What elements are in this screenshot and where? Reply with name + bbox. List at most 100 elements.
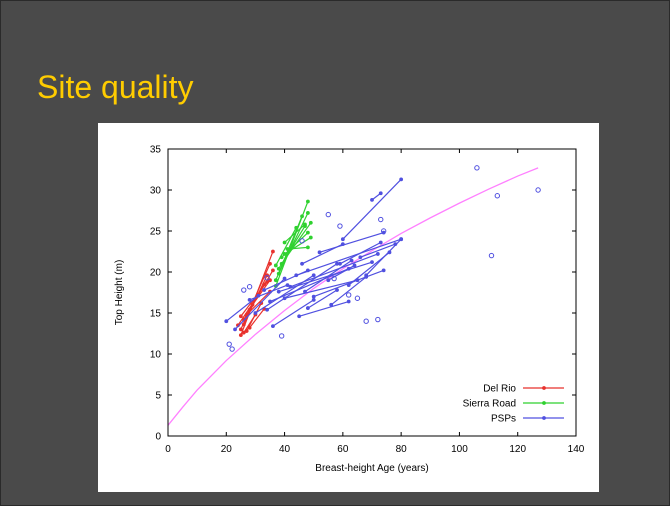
sierra-road-segment (275, 227, 297, 266)
psps-point (325, 211, 331, 218)
axes-layer (167, 148, 577, 437)
slide-title: Site quality (37, 69, 194, 105)
psps-point (378, 216, 384, 223)
x-tick-label: 140 (568, 444, 585, 455)
sierra-road-point (276, 271, 281, 276)
psps-point (346, 299, 351, 304)
psps-point (378, 240, 383, 245)
sierra-road-segment (278, 212, 309, 274)
sierra-road-point (282, 240, 287, 245)
psps-point (253, 311, 258, 315)
psps-point (494, 193, 501, 199)
psps-point (299, 238, 305, 244)
psps-point (317, 250, 322, 255)
sierra-road-segment (287, 246, 308, 250)
del-rio-point (271, 268, 275, 273)
del-rio-point (271, 249, 275, 254)
y-tick-label: 20 (150, 268, 162, 279)
psps-segment (263, 269, 309, 291)
del-rio-point (268, 261, 272, 266)
psps-segment (278, 261, 373, 293)
sierra-road-segment (284, 237, 312, 255)
psps-segment (304, 260, 352, 293)
psps-point (246, 284, 253, 290)
psps-point (345, 292, 352, 298)
psps-segment (234, 278, 286, 330)
scatter-chart: 0 20 40 60 80 100 120 140 0 5 10 15 20 25 30 35 Breast-… (114, 145, 585, 475)
psps-point (241, 287, 247, 293)
psps-point (335, 261, 339, 266)
series-psps (224, 165, 541, 352)
psps-segment (307, 289, 338, 309)
psps-point (335, 288, 339, 292)
sierra-road-point (305, 211, 310, 215)
x-tick-label: 100 (451, 444, 468, 455)
y-tick-label: 25 (150, 227, 162, 238)
y-tick-label: 0 (155, 432, 161, 443)
psps-point (358, 255, 363, 260)
series-sierra-road (273, 199, 313, 288)
psps-point (329, 302, 334, 307)
psps-point (262, 288, 267, 292)
x-tick-label: 0 (165, 444, 171, 455)
x-tick-label: 40 (279, 444, 291, 455)
sierra-road-point (294, 225, 299, 230)
psps-segment (327, 264, 355, 281)
legend-label: Sierra Road (463, 399, 516, 410)
fit-curve-layer (167, 167, 539, 426)
legend-marker (542, 416, 546, 420)
sierra-road-point (279, 261, 284, 266)
sierra-road-point (305, 230, 310, 235)
psps-point (285, 283, 290, 288)
psps-point (375, 316, 381, 323)
psps-point (300, 261, 304, 266)
psps-point (278, 333, 285, 339)
y-tick-label: 10 (150, 350, 162, 361)
psps-segment (360, 243, 396, 258)
y-axis-label: Top Height (m) (114, 260, 125, 326)
legend-label: Del Rio (483, 384, 516, 395)
del-rio-point (241, 322, 246, 327)
legend-marker (542, 401, 546, 405)
psps-segment (319, 232, 384, 253)
sierra-road-point (282, 252, 287, 256)
del-rio-segment (237, 294, 259, 326)
legend: Del Rio Sierra Road PSPs (463, 384, 564, 425)
x-axis-label: Breast-height Age (years) (315, 463, 428, 474)
x-tick-label: 20 (221, 444, 233, 455)
sierra-road-point (308, 235, 313, 240)
psps-point (474, 165, 480, 171)
sierra-road-point (303, 222, 307, 227)
psps-point (364, 275, 369, 279)
psps-point (265, 307, 269, 312)
series-layer (224, 165, 541, 352)
psps-point (282, 296, 287, 301)
psps-point (282, 276, 287, 281)
sierra-road-point (300, 214, 304, 219)
psps-point (224, 319, 229, 324)
del-rio-segment (243, 314, 256, 334)
psps-point (399, 237, 404, 242)
y-tick-label: 15 (150, 309, 162, 320)
x-tick-label: 120 (509, 444, 526, 455)
del-rio-point (247, 325, 252, 330)
sierra-road-point (308, 220, 313, 225)
psps-segment (296, 238, 402, 276)
psps-point (370, 197, 374, 202)
psps-point (349, 258, 354, 263)
psps-point (305, 306, 310, 310)
del-rio-point (238, 314, 243, 319)
psps-point (380, 228, 387, 234)
del-rio-point (238, 327, 243, 332)
psps-point (535, 187, 541, 193)
psps-point (311, 294, 316, 299)
psps-segment (330, 276, 367, 306)
psps-point (381, 230, 386, 235)
x-tick-label: 60 (337, 444, 349, 455)
psps-segment (348, 251, 390, 286)
psps-point (311, 297, 316, 302)
sierra-road-point (276, 266, 281, 271)
psps-point (311, 273, 316, 278)
psps-segment (298, 300, 349, 317)
psps-point (387, 250, 392, 255)
